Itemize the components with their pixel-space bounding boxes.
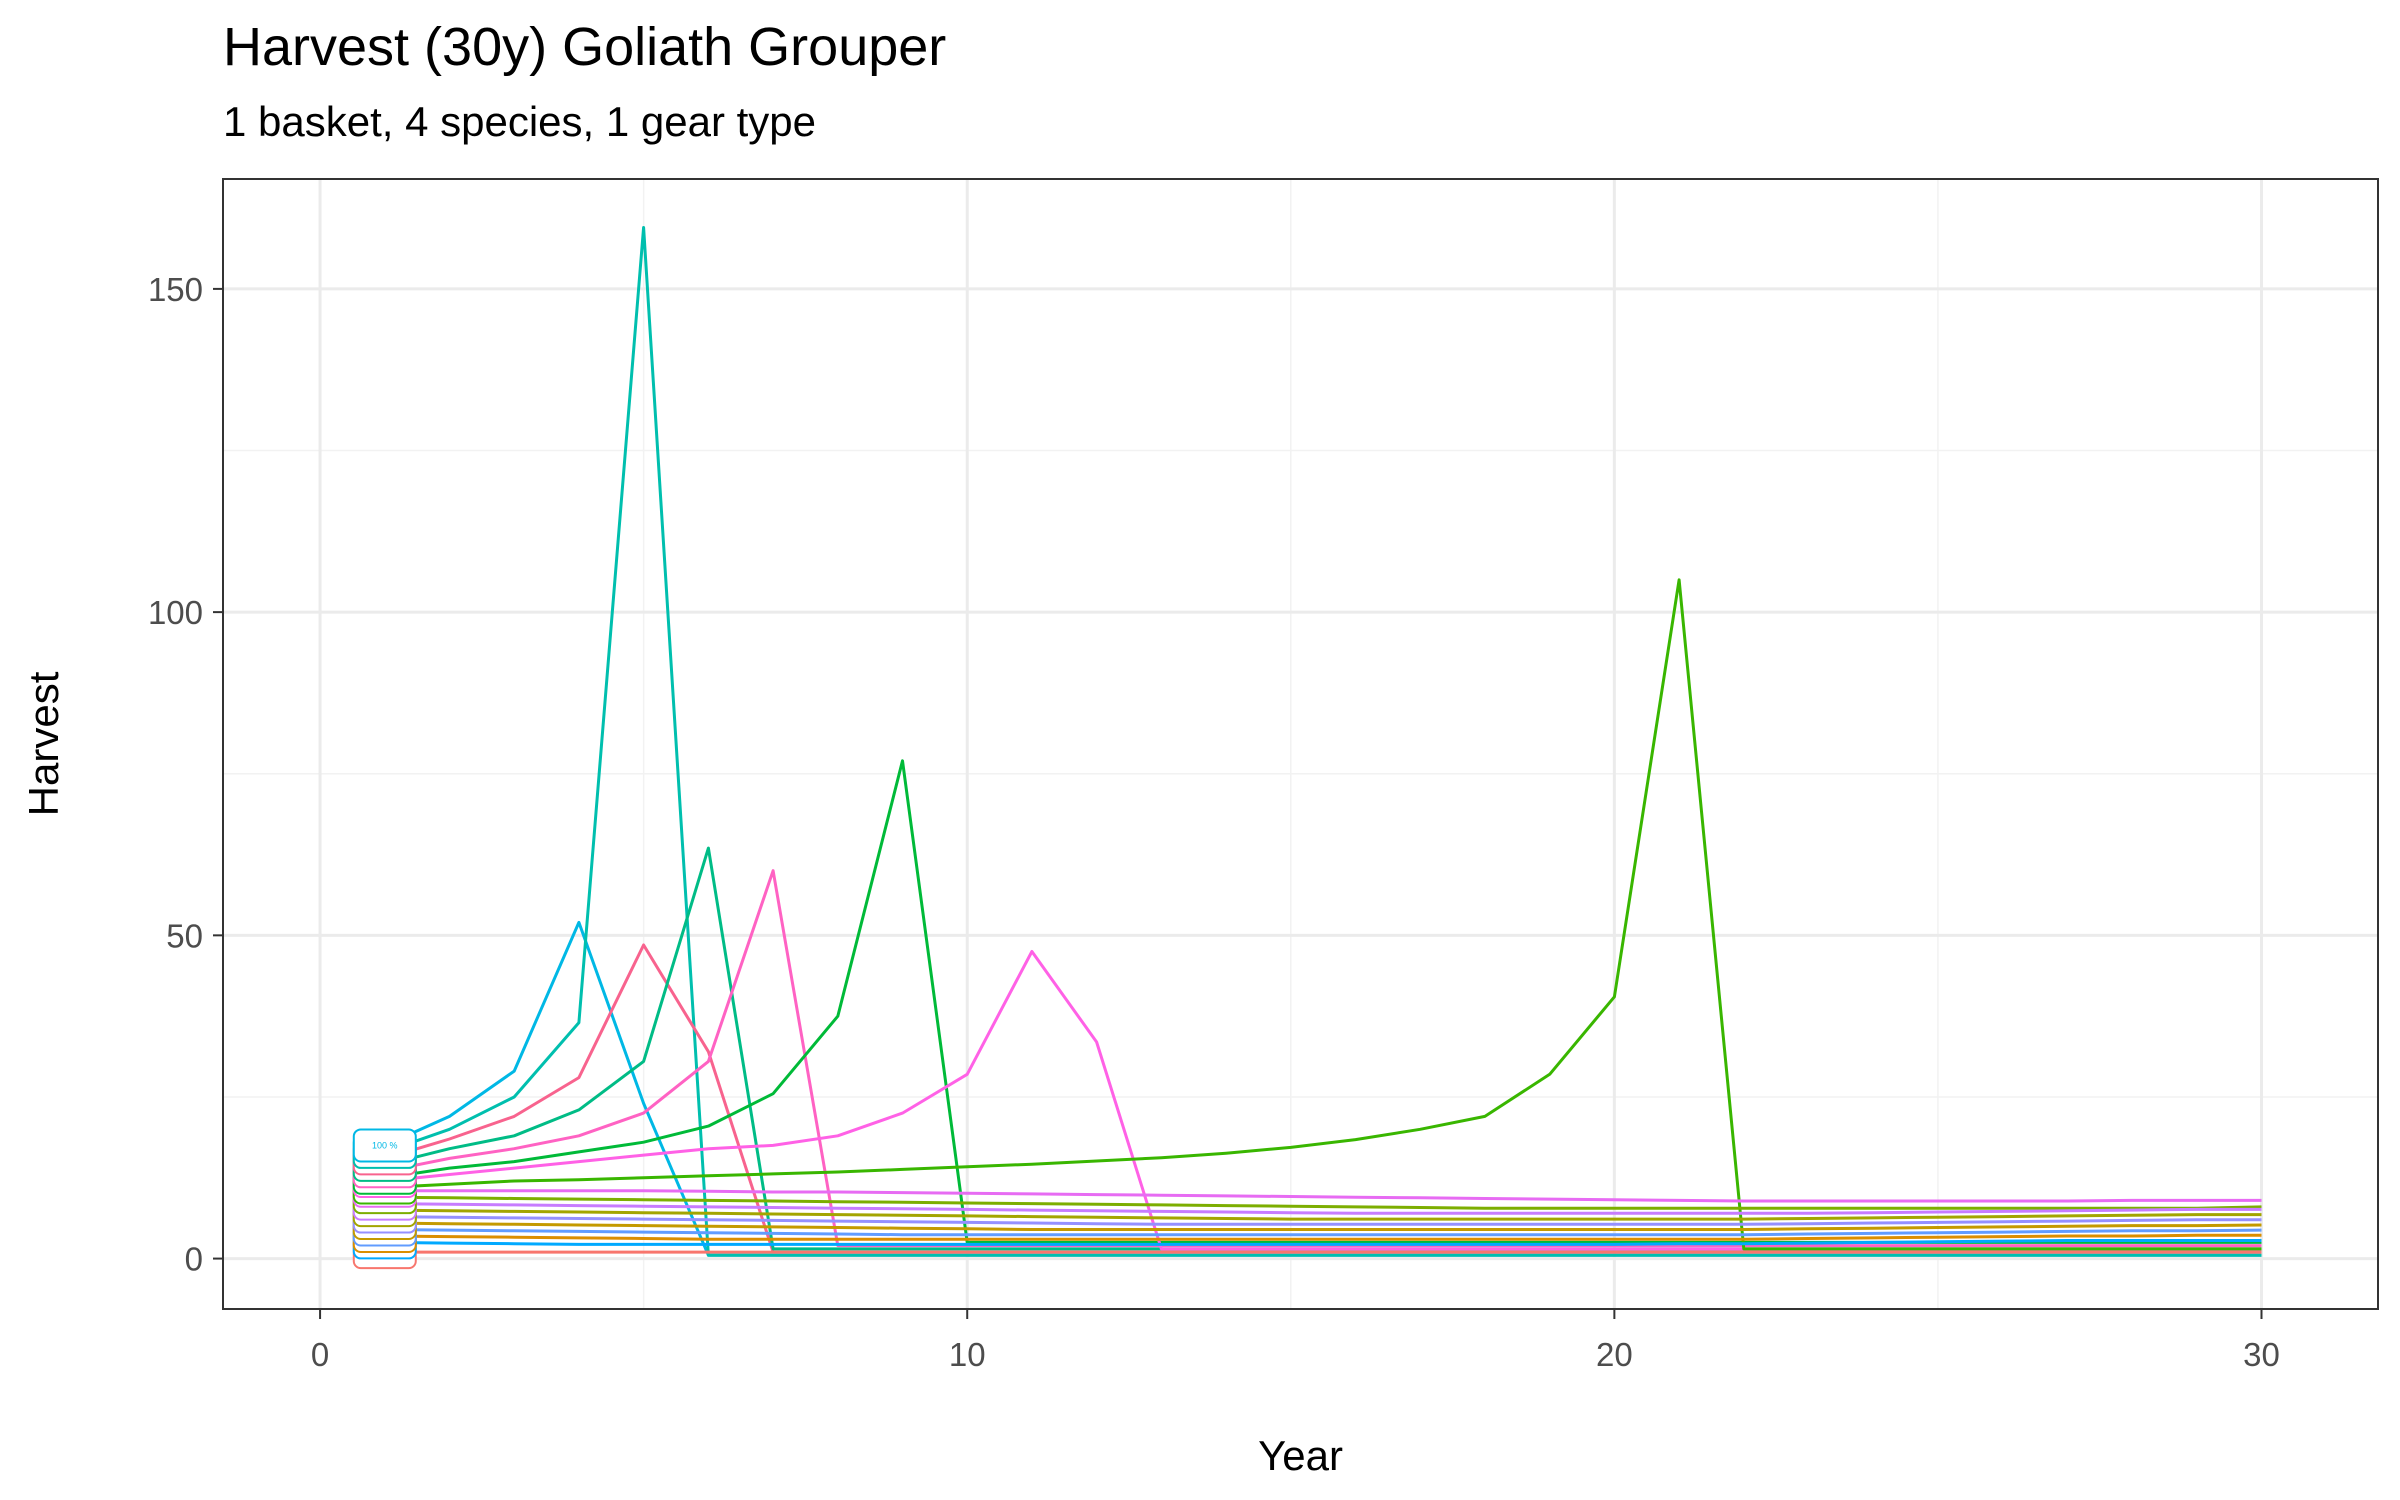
series-line-11	[384, 1202, 2262, 1215]
x-tick-label: 30	[2243, 1336, 2280, 1373]
series-line-4	[384, 846, 2262, 1251]
series-line-16	[384, 1233, 2262, 1241]
y-tick-label: 0	[185, 1241, 203, 1278]
grid	[223, 179, 2378, 1309]
y-tick-label: 150	[148, 271, 203, 308]
series-line-5	[384, 869, 2262, 1248]
panel-border	[222, 178, 2379, 1310]
start-labels: 100 %100 %100 %100 %100 %100 %100 %100 %…	[352, 1128, 417, 1270]
start-label-text: 100 %	[372, 1140, 398, 1150]
chart-subtitle: 1 basket, 4 species, 1 gear type	[223, 98, 817, 145]
series-lines	[384, 226, 2262, 1257]
x-tick-label: 0	[311, 1336, 329, 1373]
series-line-9	[384, 1189, 2262, 1203]
series-line-13	[384, 1215, 2262, 1226]
series-line-7	[384, 950, 2262, 1251]
series-line-2	[384, 226, 2262, 1257]
y-axis-title: Harvest	[20, 671, 67, 816]
series-line-17	[384, 1239, 2262, 1246]
x-tick-label: 20	[1596, 1336, 1633, 1373]
series-line-15	[384, 1228, 2262, 1237]
x-tick-label: 10	[949, 1336, 986, 1373]
start-label-box	[352, 1128, 417, 1163]
series-line-14	[384, 1221, 2262, 1231]
y-tick-label: 50	[166, 917, 203, 954]
series-line-8	[384, 578, 2262, 1251]
x-axis-title: Year	[1258, 1432, 1343, 1479]
series-line-6	[384, 759, 2262, 1244]
axes: 0 10 20 30 0 50 100 150	[148, 271, 2280, 1373]
y-tick-label: 100	[148, 594, 203, 631]
chart-title: Harvest (30y) Goliath Grouper	[223, 17, 947, 77]
series-line-10	[384, 1195, 2262, 1210]
series-line-12	[384, 1208, 2262, 1221]
